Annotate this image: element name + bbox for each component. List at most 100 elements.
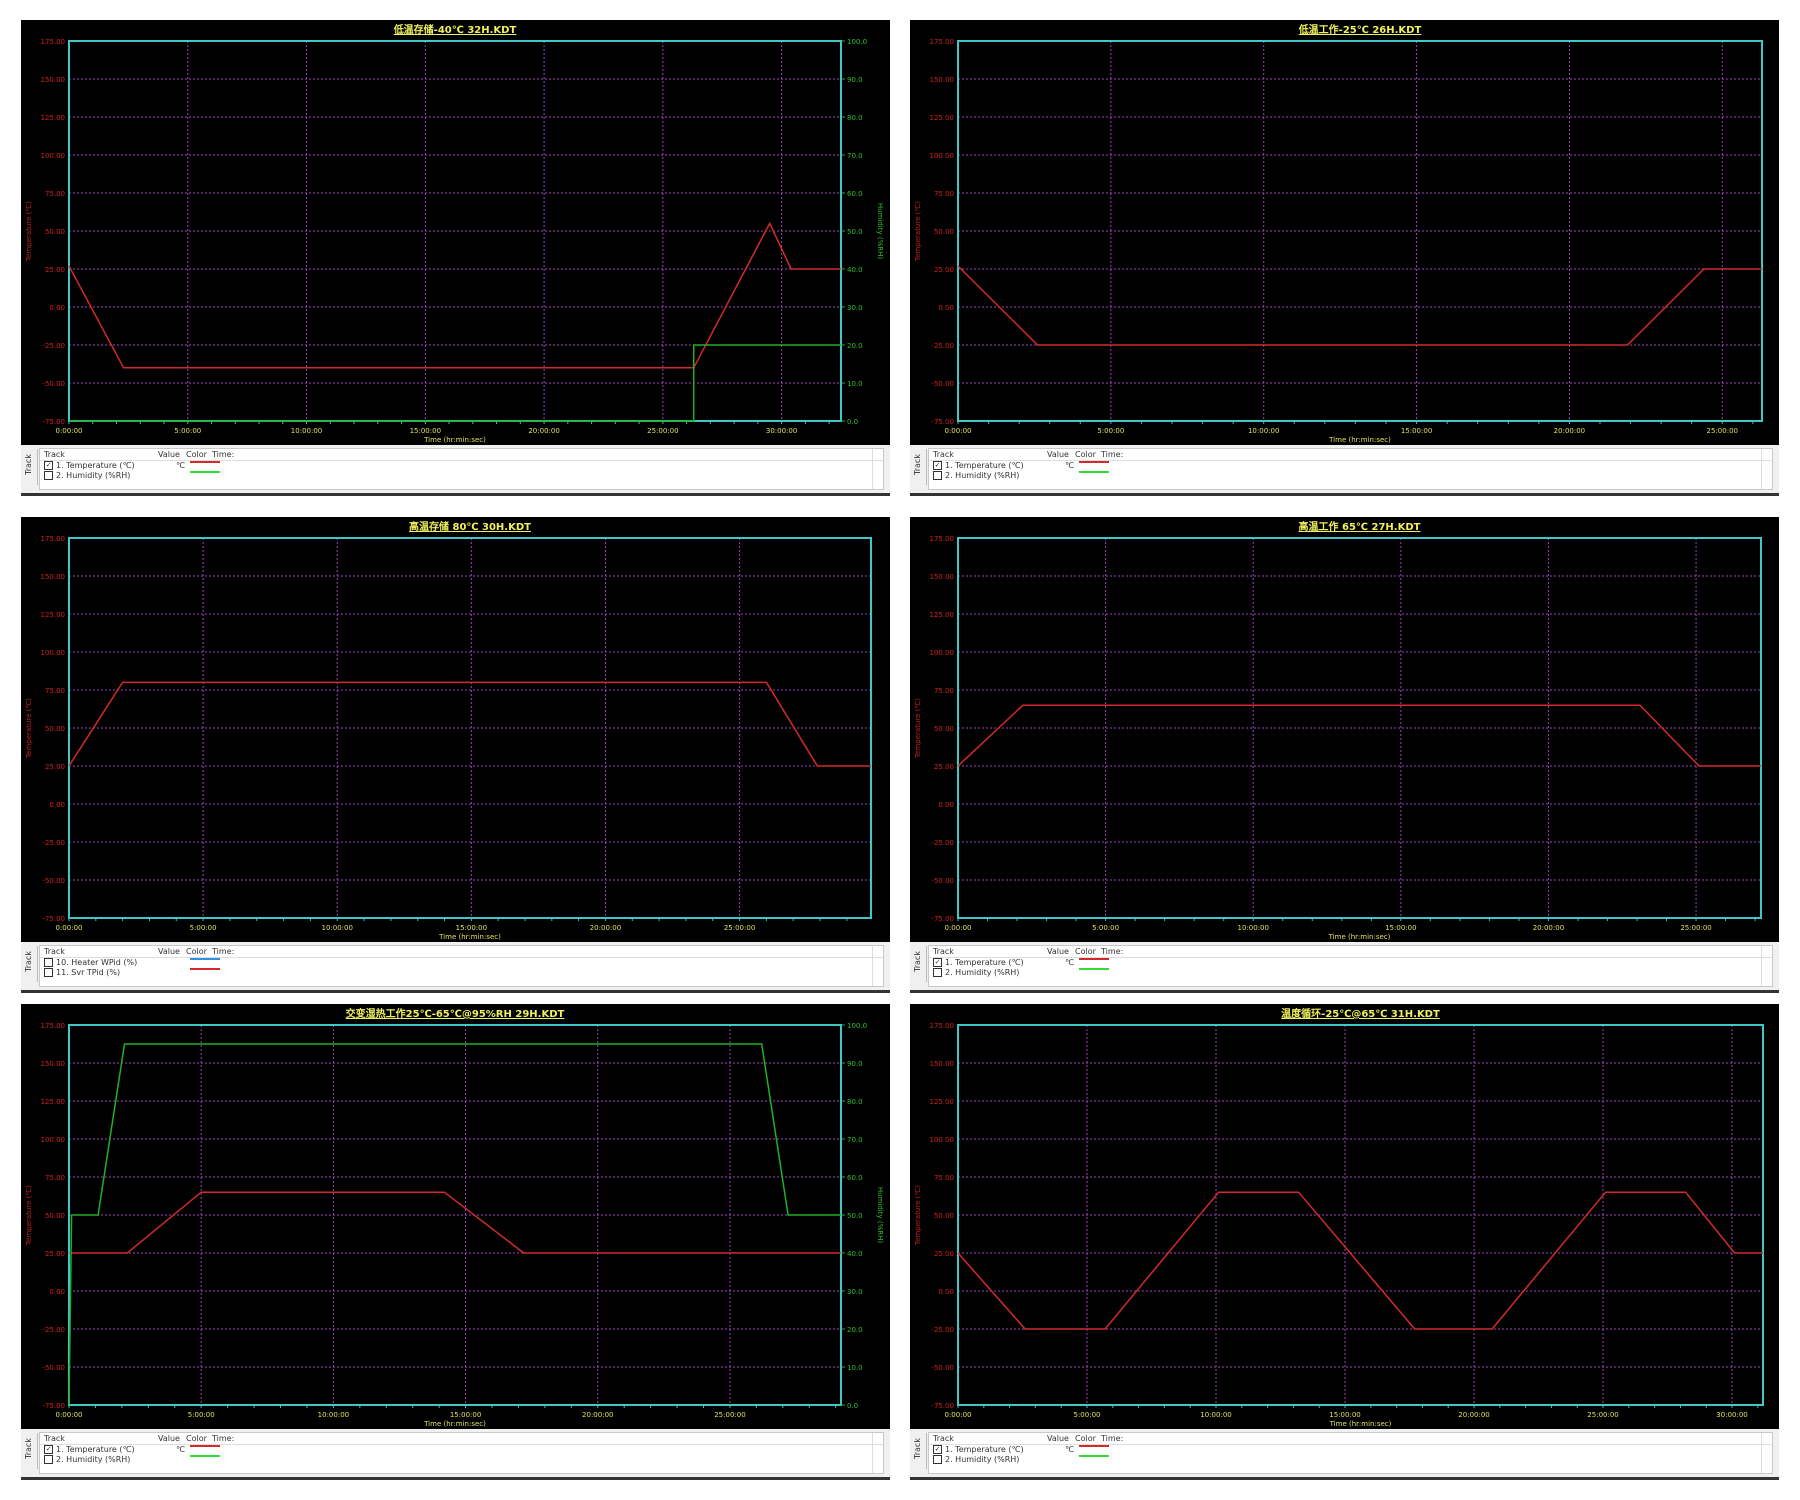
series-line-temperature: [68, 221, 841, 369]
track-color-swatch: [190, 1445, 220, 1447]
y2-axis-label: Humidity (%RH): [876, 203, 884, 259]
series-line-humidity: [68, 1043, 841, 1406]
y-tick-label: 0.00: [49, 801, 65, 809]
column-header: Color: [1075, 1434, 1096, 1443]
y-tick-label: 75.00: [934, 687, 954, 695]
track-checkbox[interactable]: [933, 968, 942, 977]
column-header: Value: [1047, 1434, 1069, 1443]
y2-tick-label: 100.0: [847, 1022, 867, 1030]
track-row[interactable]: 2. Humidity (%RH): [40, 1455, 883, 1465]
track-checkbox[interactable]: [933, 1455, 942, 1464]
track-scrollbar[interactable]: [872, 1433, 883, 1473]
track-row[interactable]: 11. Svr TPid (%): [40, 968, 883, 978]
track-checkbox[interactable]: [933, 471, 942, 480]
track-checkbox[interactable]: [44, 968, 53, 977]
x-tick-label: 20:00:00: [1554, 427, 1585, 435]
track-tab-label: Track: [24, 1438, 33, 1459]
track-checkbox[interactable]: ✓: [933, 461, 942, 470]
y-tick-label: 75.00: [45, 687, 65, 695]
x-tick-label: 10:00:00: [322, 924, 353, 932]
y2-tick-label: 70.0: [847, 152, 863, 160]
y2-tick-label: 100.0: [847, 38, 867, 46]
track-scrollbar[interactable]: [872, 449, 883, 489]
track-tab[interactable]: Track: [23, 449, 38, 485]
track-checkbox[interactable]: ✓: [44, 461, 53, 470]
track-row[interactable]: ✓ 1. Temperature (℃) ℃: [40, 461, 883, 471]
track-checkbox[interactable]: [44, 958, 53, 967]
y-tick-label: 75.00: [45, 190, 65, 198]
track-tab[interactable]: Track: [912, 946, 927, 982]
y-tick-label: 0.00: [938, 1288, 954, 1296]
y-tick-label: -75.00: [931, 418, 954, 426]
x-axis-label: Time (hr:min:sec): [1328, 436, 1391, 444]
track-tab-label: Track: [24, 454, 33, 475]
y-tick-label: 50.00: [934, 228, 954, 236]
y-axis-label: Temperature (℃): [914, 201, 922, 262]
track-row[interactable]: ✓ 1. Temperature (℃) ℃: [929, 1445, 1772, 1455]
y2-tick-label: 80.0: [847, 114, 863, 122]
track-scrollbar[interactable]: [1761, 946, 1772, 986]
y-tick-label: 50.00: [934, 725, 954, 733]
y-tick-label: 0.00: [49, 1288, 65, 1296]
y2-tick-label: 50.0: [847, 228, 863, 236]
track-tab[interactable]: Track: [912, 1433, 927, 1469]
y2-tick-label: 10.0: [847, 1364, 863, 1372]
track-scrollbar[interactable]: [1761, 1433, 1772, 1473]
track-scrollbar[interactable]: [872, 946, 883, 986]
track-tab[interactable]: Track: [912, 449, 927, 485]
track-color-swatch: [1079, 968, 1109, 970]
y-tick-label: 100.00: [41, 649, 66, 657]
y-tick-label: -50.00: [931, 877, 954, 885]
y-tick-label: 150.00: [930, 573, 955, 581]
track-row[interactable]: ✓ 1. Temperature (℃) ℃: [40, 1445, 883, 1455]
y-tick-label: 125.00: [930, 114, 955, 122]
column-header: Value: [1047, 947, 1069, 956]
y2-tick-label: 0.0: [847, 1402, 858, 1410]
chart-panel: 低温工作-25℃ 26H.KDT 175.00 150.00 125.00 100.00…: [910, 20, 1779, 496]
track-row[interactable]: 2. Humidity (%RH): [40, 471, 883, 481]
track-tab[interactable]: Track: [23, 946, 38, 982]
track-row[interactable]: 2. Humidity (%RH): [929, 1455, 1772, 1465]
track-checkbox[interactable]: ✓: [933, 958, 942, 967]
track-row[interactable]: ✓ 1. Temperature (℃) ℃: [929, 958, 1772, 968]
x-tick-label: 20:00:00: [582, 1411, 613, 1419]
x-tick-label: 30:00:00: [766, 427, 797, 435]
track-tab[interactable]: Track: [23, 1433, 38, 1469]
track-color-swatch: [1079, 958, 1109, 960]
column-header: Time:: [1101, 1434, 1124, 1443]
y-tick-label: -25.00: [42, 342, 65, 350]
track-label: 1. Temperature (℃): [56, 461, 135, 470]
track-label: 2. Humidity (%RH): [945, 1455, 1020, 1464]
series-line-temperature: [957, 265, 1762, 346]
series-line-temperature: [957, 704, 1761, 767]
y-tick-label: 150.00: [41, 1060, 66, 1068]
track-color-swatch: [190, 968, 220, 970]
y-tick-label: 175.00: [930, 38, 955, 46]
y-axis-label: Temperature (℃): [25, 201, 33, 262]
chart-area: 低温存储-40℃ 32H.KDT 175.00 150.00 125.00 100.00…: [21, 20, 890, 445]
track-label: 1. Temperature (℃): [945, 958, 1024, 967]
track-value: ℃: [1065, 461, 1074, 470]
chart-title: 低温工作-25℃ 26H.KDT: [1298, 23, 1422, 36]
y2-tick-label: 10.0: [847, 380, 863, 388]
track-row[interactable]: 10. Heater WPid (%): [40, 958, 883, 968]
column-header: Track: [933, 450, 954, 459]
track-value: ℃: [1065, 1445, 1074, 1454]
x-tick-label: 10:00:00: [1237, 924, 1268, 932]
track-row[interactable]: 2. Humidity (%RH): [929, 968, 1772, 978]
track-list: Track Value Color Time: ✓ 1. Temperature (℃) ℃…: [928, 1432, 1773, 1474]
track-row[interactable]: ✓ 1. Temperature (℃) ℃: [929, 461, 1772, 471]
y-tick-label: -50.00: [931, 380, 954, 388]
y2-tick-label: 50.0: [847, 1212, 863, 1220]
track-row[interactable]: 2. Humidity (%RH): [929, 471, 1772, 481]
track-checkbox[interactable]: [44, 471, 53, 480]
track-scrollbar[interactable]: [1761, 449, 1772, 489]
track-list: Track Value Color Time: ✓ 1. Temperature (℃) ℃…: [39, 1432, 884, 1474]
track-list: Track Value Color Time: ✓ 1. Temperature (℃) ℃…: [39, 448, 884, 490]
x-tick-label: 20:00:00: [590, 924, 621, 932]
track-checkbox[interactable]: ✓: [44, 1445, 53, 1454]
track-checkbox[interactable]: ✓: [933, 1445, 942, 1454]
x-tick-label: 5:00:00: [1074, 1411, 1101, 1419]
y-axis-label: Temperature (℃): [914, 698, 922, 759]
track-checkbox[interactable]: [44, 1455, 53, 1464]
